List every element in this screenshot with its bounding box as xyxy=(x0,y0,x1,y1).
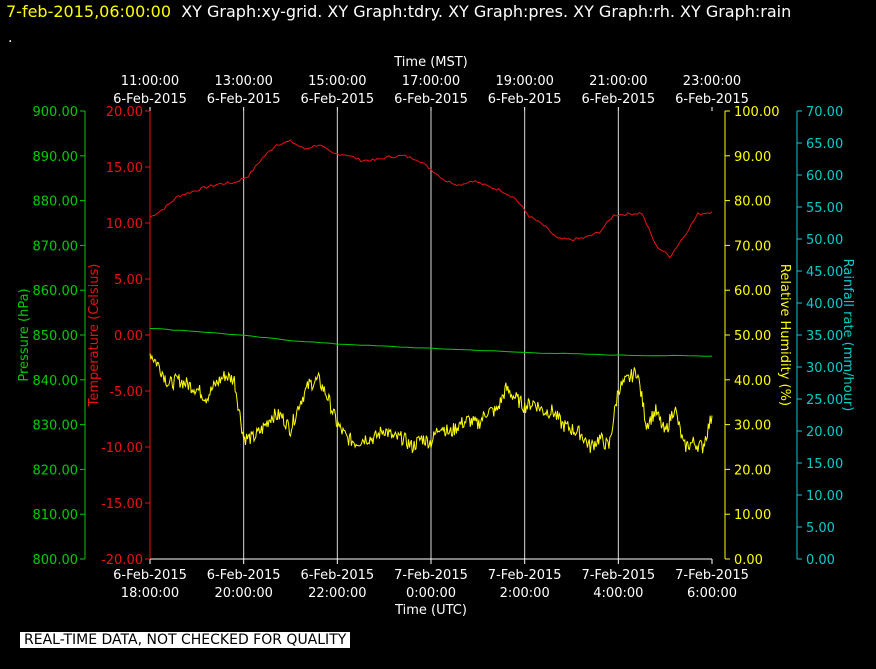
pressure-tick-label: 880.00 xyxy=(33,195,79,210)
humidity-tick-label: 100.00 xyxy=(734,105,780,120)
x-top-tick-label: 13:00:00 xyxy=(214,74,272,89)
x-bottom-tick-label: 7-Feb-2015 xyxy=(581,568,655,583)
x-top-tick-label: 6-Feb-2015 xyxy=(488,92,562,107)
rain-tick-label: 15.00 xyxy=(806,457,843,472)
pressure-tick-label: 890.00 xyxy=(33,150,79,165)
rain-tick-label: 60.00 xyxy=(806,169,843,184)
x-bottom-tick-label: 6-Feb-2015 xyxy=(207,568,281,583)
temperature-tick-label: 15.00 xyxy=(106,161,143,176)
temperature-tick-label: 20.00 xyxy=(106,105,143,120)
x-top-tick-label: 6-Feb-2015 xyxy=(207,92,281,107)
x-bottom-tick-label: 18:00:00 xyxy=(121,586,179,601)
humidity-tick-label: 0.00 xyxy=(734,553,763,568)
quality-notice: REAL-TIME DATA, NOT CHECKED FOR QUALITY xyxy=(20,632,351,648)
temperature-series-line xyxy=(149,139,713,259)
humidity-tick-label: 30.00 xyxy=(734,419,771,434)
rain-tick-label: 55.00 xyxy=(806,201,843,216)
x-top-tick-label: 17:00:00 xyxy=(402,74,460,89)
pressure-tick-label: 850.00 xyxy=(33,329,79,344)
x-bottom-tick-label: 22:00:00 xyxy=(308,586,366,601)
rain-tick-label: 20.00 xyxy=(806,425,843,440)
header-graph-list: XY Graph:xy-grid. XY Graph:tdry. XY Grap… xyxy=(181,2,792,21)
pressure-tick-label: 840.00 xyxy=(33,374,79,389)
x-top-tick-label: 15:00:00 xyxy=(308,74,366,89)
header-second-line: . xyxy=(8,30,13,46)
pressure-tick-label: 900.00 xyxy=(33,105,79,120)
x-bottom-tick-label: 7-Feb-2015 xyxy=(488,568,562,583)
humidity-series-line xyxy=(149,353,713,454)
header-timestamp: 7-feb-2015,06:00:00 xyxy=(6,2,172,21)
rain-tick-label: 70.00 xyxy=(806,105,843,120)
x-bottom-axis-label: Time (UTC) xyxy=(394,603,467,618)
header-title: 7-feb-2015,06:00:00 XY Graph:xy-grid. XY… xyxy=(6,2,791,21)
x-bottom-tick-label: 6-Feb-2015 xyxy=(113,568,187,583)
temperature-axis-label: Temperature (Celsius) xyxy=(87,264,102,408)
x-bottom-tick-label: 7-Feb-2015 xyxy=(675,568,749,583)
pressure-series-line xyxy=(149,328,713,357)
pressure-tick-label: 810.00 xyxy=(33,508,79,523)
x-top-tick-label: 21:00:00 xyxy=(589,74,647,89)
x-top-tick-label: 6-Feb-2015 xyxy=(675,92,749,107)
x-top-tick-label: 6-Feb-2015 xyxy=(113,92,187,107)
humidity-tick-label: 80.00 xyxy=(734,195,771,210)
rain-tick-label: 10.00 xyxy=(806,489,843,504)
x-top-axis-label: Time (MST) xyxy=(393,55,468,70)
pressure-axis-label: Pressure (hPa) xyxy=(17,288,32,381)
pressure-tick-label: 830.00 xyxy=(33,419,79,434)
temperature-tick-label: -15.00 xyxy=(101,497,143,512)
x-bottom-tick-label: 0:00:00 xyxy=(406,586,456,601)
x-bottom-tick-label: 2:00:00 xyxy=(500,586,550,601)
x-bottom-tick-label: 6:00:00 xyxy=(687,586,737,601)
x-top-tick-label: 6-Feb-2015 xyxy=(581,92,655,107)
rain-axis-label: Rainfall rate (mm/hour) xyxy=(840,259,855,412)
rain-tick-label: 5.00 xyxy=(806,521,835,536)
x-top-tick-label: 6-Feb-2015 xyxy=(394,92,468,107)
x-top-tick-label: 23:00:00 xyxy=(683,74,741,89)
x-bottom-tick-label: 6-Feb-2015 xyxy=(300,568,374,583)
x-top-tick-label: 6-Feb-2015 xyxy=(300,92,374,107)
x-bottom-tick-label: 20:00:00 xyxy=(214,586,272,601)
temperature-tick-label: -20.00 xyxy=(101,553,143,568)
humidity-tick-label: 20.00 xyxy=(734,463,771,478)
rain-tick-label: 45.00 xyxy=(806,265,843,280)
humidity-tick-label: 40.00 xyxy=(734,374,771,389)
temperature-tick-label: 5.00 xyxy=(114,273,143,288)
temperature-tick-label: 0.00 xyxy=(114,329,143,344)
x-bottom-tick-label: 7-Feb-2015 xyxy=(394,568,468,583)
rain-tick-label: 40.00 xyxy=(806,297,843,312)
rain-tick-label: 0.00 xyxy=(806,553,835,568)
pressure-tick-label: 860.00 xyxy=(33,284,79,299)
rain-tick-label: 25.00 xyxy=(806,393,843,408)
x-top-tick-label: 11:00:00 xyxy=(121,74,179,89)
temperature-tick-label: -10.00 xyxy=(101,441,143,456)
humidity-axis-label: Relative Humidity (%) xyxy=(777,264,792,406)
temperature-tick-label: 10.00 xyxy=(106,217,143,232)
pressure-tick-label: 820.00 xyxy=(33,463,79,478)
humidity-tick-label: 10.00 xyxy=(734,508,771,523)
rain-tick-label: 50.00 xyxy=(806,233,843,248)
rain-tick-label: 65.00 xyxy=(806,137,843,152)
rain-tick-label: 30.00 xyxy=(806,361,843,376)
x-top-tick-label: 19:00:00 xyxy=(495,74,553,89)
x-bottom-tick-label: 4:00:00 xyxy=(593,586,643,601)
temperature-tick-label: -5.00 xyxy=(109,385,143,400)
humidity-tick-label: 60.00 xyxy=(734,284,771,299)
humidity-tick-label: 90.00 xyxy=(734,150,771,165)
pressure-tick-label: 800.00 xyxy=(33,553,79,568)
humidity-tick-label: 70.00 xyxy=(734,239,771,254)
rain-tick-label: 35.00 xyxy=(806,329,843,344)
pressure-tick-label: 870.00 xyxy=(33,239,79,254)
humidity-tick-label: 50.00 xyxy=(734,329,771,344)
